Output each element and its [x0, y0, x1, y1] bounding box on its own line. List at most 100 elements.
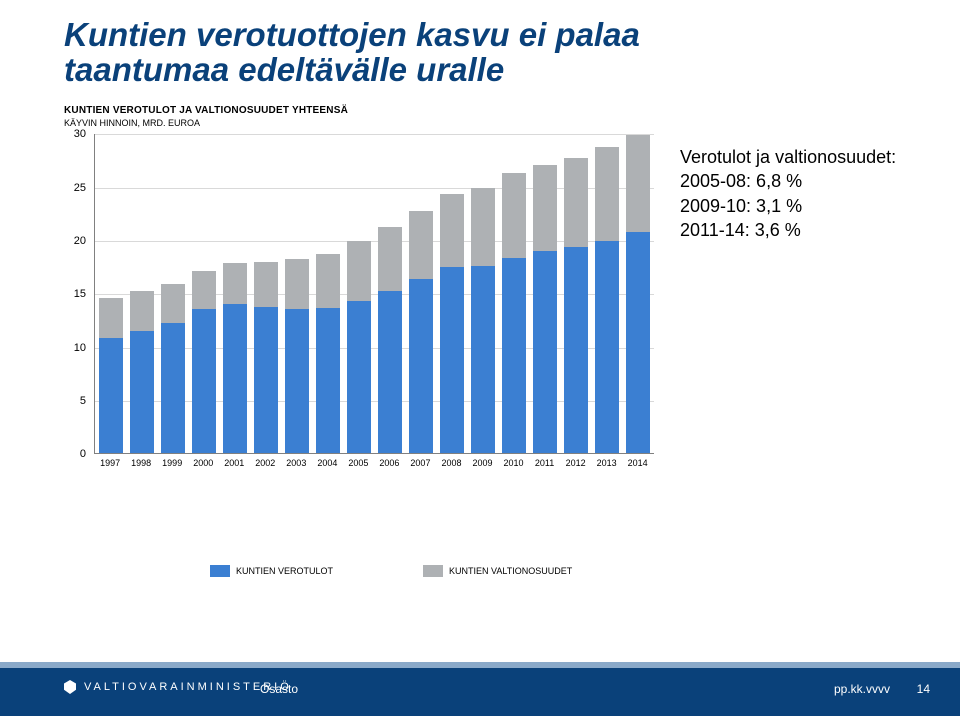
bar-column: [285, 134, 309, 453]
bar-segment: [440, 194, 464, 267]
bar-segment: [595, 147, 619, 241]
x-tick-label: 2001: [222, 458, 246, 468]
legend-item: KUNTIEN VEROTULOT: [210, 565, 333, 577]
bar-segment: [192, 309, 216, 453]
slide-title: Kuntien verotuottojen kasvu ei palaa taa…: [64, 18, 912, 87]
y-tick-label: 30: [74, 128, 86, 140]
bar-segment: [99, 298, 123, 339]
plot: [94, 134, 654, 454]
bar-column: [192, 134, 216, 453]
x-tick-label: 2002: [253, 458, 277, 468]
x-tick-label: 2007: [408, 458, 432, 468]
bar-column: [533, 134, 557, 453]
bar-segment: [595, 241, 619, 453]
bar-segment: [192, 271, 216, 309]
y-axis: 051015202530: [64, 134, 94, 454]
bar-segment: [130, 331, 154, 454]
bar-segment: [316, 254, 340, 308]
y-tick-label: 15: [74, 288, 86, 300]
side-annotation-header: Verotulot ja valtionosuudet:: [680, 145, 896, 169]
slide: Kuntien verotuottojen kasvu ei palaa taa…: [0, 0, 960, 716]
title-line1: Kuntien verotuottojen kasvu ei palaa: [64, 18, 912, 53]
legend-label: KUNTIEN VALTIONOSUUDET: [449, 566, 572, 576]
footer-logo: VALTIOVARAINMINISTERIÖ: [64, 680, 292, 694]
footer-center-text: Osasto: [260, 682, 298, 696]
bar-segment: [347, 301, 371, 454]
bar-column: [564, 134, 588, 453]
legend-item: KUNTIEN VALTIONOSUUDET: [423, 565, 572, 577]
title-line2: taantumaa edeltävälle uralle: [64, 53, 912, 88]
y-tick-label: 25: [74, 182, 86, 194]
footer-right-text: pp.kk.vvvv: [834, 682, 890, 696]
bar-segment: [285, 259, 309, 309]
bar-segment: [502, 173, 526, 258]
x-tick-label: 2014: [626, 458, 650, 468]
bar-column: [595, 134, 619, 453]
bar-column: [471, 134, 495, 453]
bar-segment: [316, 308, 340, 453]
bar-column: [502, 134, 526, 453]
x-tick-label: 1998: [129, 458, 153, 468]
bar-segment: [502, 258, 526, 453]
footer-page-number: 14: [917, 682, 930, 696]
bar-segment: [161, 284, 185, 323]
bar-segment: [471, 188, 495, 266]
bar-column: [378, 134, 402, 453]
x-axis-labels: 1997199819992000200120022003200420052006…: [94, 454, 654, 468]
bar-segment: [409, 279, 433, 453]
bar-column: [347, 134, 371, 453]
bar-column: [99, 134, 123, 453]
side-annotation-lines: 2005-08: 6,8 %2009-10: 3,1 %2011-14: 3,6…: [680, 169, 896, 242]
bar-segment: [564, 158, 588, 248]
bar-column: [223, 134, 247, 453]
x-tick-label: 2009: [470, 458, 494, 468]
y-tick-label: 5: [80, 395, 86, 407]
bar-column: [254, 134, 278, 453]
bars: [95, 134, 654, 453]
x-tick-label: 2011: [532, 458, 556, 468]
legend-label: KUNTIEN VEROTULOT: [236, 566, 333, 576]
chart-small-subtitle: KÄYVIN HINNOIN, MRD. EUROA: [64, 118, 912, 128]
x-tick-label: 2006: [377, 458, 401, 468]
x-tick-label: 2003: [284, 458, 308, 468]
bar-segment: [223, 304, 247, 453]
bar-column: [316, 134, 340, 453]
legend: KUNTIEN VEROTULOT KUNTIEN VALTIONOSUUDET: [210, 565, 572, 577]
x-tick-label: 2004: [315, 458, 339, 468]
bar-segment: [533, 165, 557, 250]
bar-segment: [347, 241, 371, 301]
bar-segment: [378, 291, 402, 453]
side-annotation-line: 2011-14: 3,6 %: [680, 218, 896, 242]
y-tick-label: 10: [74, 342, 86, 354]
lion-icon: [64, 680, 76, 694]
y-tick-label: 0: [80, 448, 86, 460]
bar-segment: [223, 263, 247, 304]
x-tick-label: 2013: [595, 458, 619, 468]
x-tick-label: 1997: [98, 458, 122, 468]
bar-segment: [626, 232, 650, 453]
bar-segment: [533, 251, 557, 454]
side-annotation-line: 2009-10: 3,1 %: [680, 194, 896, 218]
bar-column: [409, 134, 433, 453]
bar-segment: [409, 211, 433, 279]
chart-small-title: KUNTIEN VEROTULOT JA VALTIONOSUUDET YHTE…: [64, 105, 912, 116]
x-tick-label: 2010: [501, 458, 525, 468]
bar-segment: [626, 135, 650, 232]
bar-segment: [471, 266, 495, 454]
bar-segment: [378, 227, 402, 291]
x-tick-label: 1999: [160, 458, 184, 468]
bar-segment: [564, 247, 588, 453]
bar-segment: [440, 267, 464, 454]
bar-segment: [99, 338, 123, 453]
bar-segment: [161, 323, 185, 453]
bar-column: [626, 134, 650, 453]
chart-header: KUNTIEN VEROTULOT JA VALTIONOSUUDET YHTE…: [64, 105, 912, 128]
legend-swatch: [423, 565, 443, 577]
bar-segment: [130, 291, 154, 330]
x-tick-label: 2012: [563, 458, 587, 468]
x-tick-label: 2005: [346, 458, 370, 468]
footer: VALTIOVARAINMINISTERIÖ Osasto pp.kk.vvvv…: [0, 662, 960, 716]
bar-column: [130, 134, 154, 453]
side-annotation-line: 2005-08: 6,8 %: [680, 169, 896, 193]
bar-column: [161, 134, 185, 453]
